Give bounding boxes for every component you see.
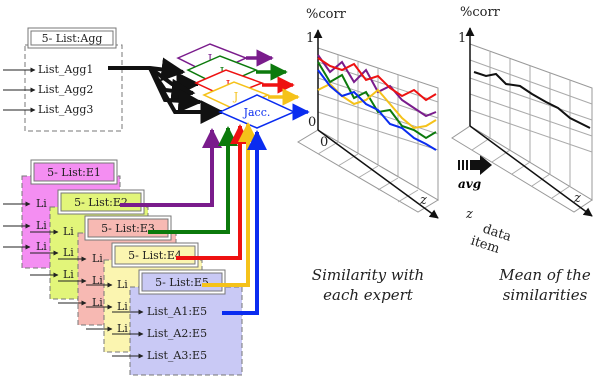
- expert-4-title: 5- List:E4: [128, 249, 182, 262]
- expert-4-item-2: Li: [117, 300, 128, 313]
- plot-mean: %corr 1 z: [451, 5, 593, 217]
- agg-list-item-1: List_Agg1: [38, 63, 93, 76]
- agg-list-items: List_Agg1 List_Agg2 List_Agg3: [3, 63, 93, 116]
- plot1-series-line: [317, 57, 437, 102]
- plot2-mean-line: [473, 71, 591, 129]
- expert-list-5: 5- List:E5 List_A1:E5 List_A2:E5 List_A3…: [112, 269, 243, 376]
- expert-feed-lines: [120, 122, 267, 315]
- expert-3-title: 5- List:E3: [101, 222, 155, 235]
- plot-similarity: %corr 1 0 0 z: [297, 7, 439, 219]
- plot1-z-label: z: [419, 193, 427, 208]
- caption-plot2-line2: similarities: [503, 286, 588, 304]
- expert-5-item-3: List_A3:E5: [147, 349, 207, 362]
- expert-1-item-2: Li: [36, 219, 47, 232]
- plot1-series-line: [317, 54, 437, 118]
- expert-3-item-2: Li: [92, 274, 103, 287]
- expert-1-item-1: Li: [36, 197, 47, 210]
- expert-3-item-1: Li: [92, 252, 103, 265]
- jaccard-nodes: J J J J Jacc.: [176, 43, 296, 129]
- expert-5-title: 5- List:E5: [155, 276, 209, 289]
- caption-plot2-line1: Mean of the: [498, 266, 591, 284]
- agg-list-box: 5- List:Agg List_Agg1 List_Agg2 List_Agg…: [3, 27, 123, 132]
- expert-1-item-3: Li: [36, 240, 47, 253]
- avg-label: avg: [458, 177, 481, 191]
- agg-list-item-3: List_Agg3: [38, 103, 93, 116]
- jaccard-label-4: J: [233, 90, 238, 103]
- plot1-origin-x: 0: [320, 135, 328, 150]
- plot1-series: [317, 54, 437, 151]
- expert-2-item-3: Li: [63, 268, 74, 281]
- expert-3-item-3: Li: [92, 296, 103, 309]
- agg-list-item-2: List_Agg2: [38, 83, 93, 96]
- plot2-y-label: %corr: [460, 5, 501, 20]
- plot1-series-line: [317, 61, 437, 140]
- expert-2-item-1: Li: [63, 225, 74, 238]
- agg-list-title: 5- List:Agg: [42, 32, 103, 45]
- jaccard-label-1: J: [207, 52, 212, 65]
- plot2-z-label: z: [573, 191, 581, 206]
- expert-2-item-2: Li: [63, 246, 74, 259]
- agg-fan-arrows: [108, 57, 225, 124]
- avg-arrow: avg: [458, 155, 492, 191]
- plot2-y-max: 1: [458, 31, 466, 46]
- plot1-series-line: [317, 69, 437, 151]
- expert-5-item-1: List_A1:E5: [147, 305, 207, 318]
- plot1-y-label: %corr: [306, 7, 347, 22]
- caption-plot1-line2: each expert: [323, 286, 414, 304]
- expert-2-title: 5- List:E2: [74, 196, 128, 209]
- jaccard-node-4: [202, 81, 271, 110]
- plot2-series: [473, 71, 591, 129]
- jaccard-output-arrows: [246, 49, 310, 121]
- jaccard-label-5: Jacc.: [243, 106, 271, 119]
- caption-plot1-line1: Similarity with: [312, 266, 424, 284]
- expert-4-item-3: Li: [117, 322, 128, 335]
- expert-4-item-1: Li: [117, 278, 128, 291]
- z-axis-note: z data item: [465, 207, 513, 257]
- expert-5-item-2: List_A2:E5: [147, 327, 207, 340]
- z-axis-note-z: z: [465, 207, 473, 222]
- plot1-y-max: 1: [306, 31, 314, 46]
- plot1-origin-y: 0: [308, 115, 316, 130]
- expert-1-title: 5- List:E1: [47, 166, 101, 179]
